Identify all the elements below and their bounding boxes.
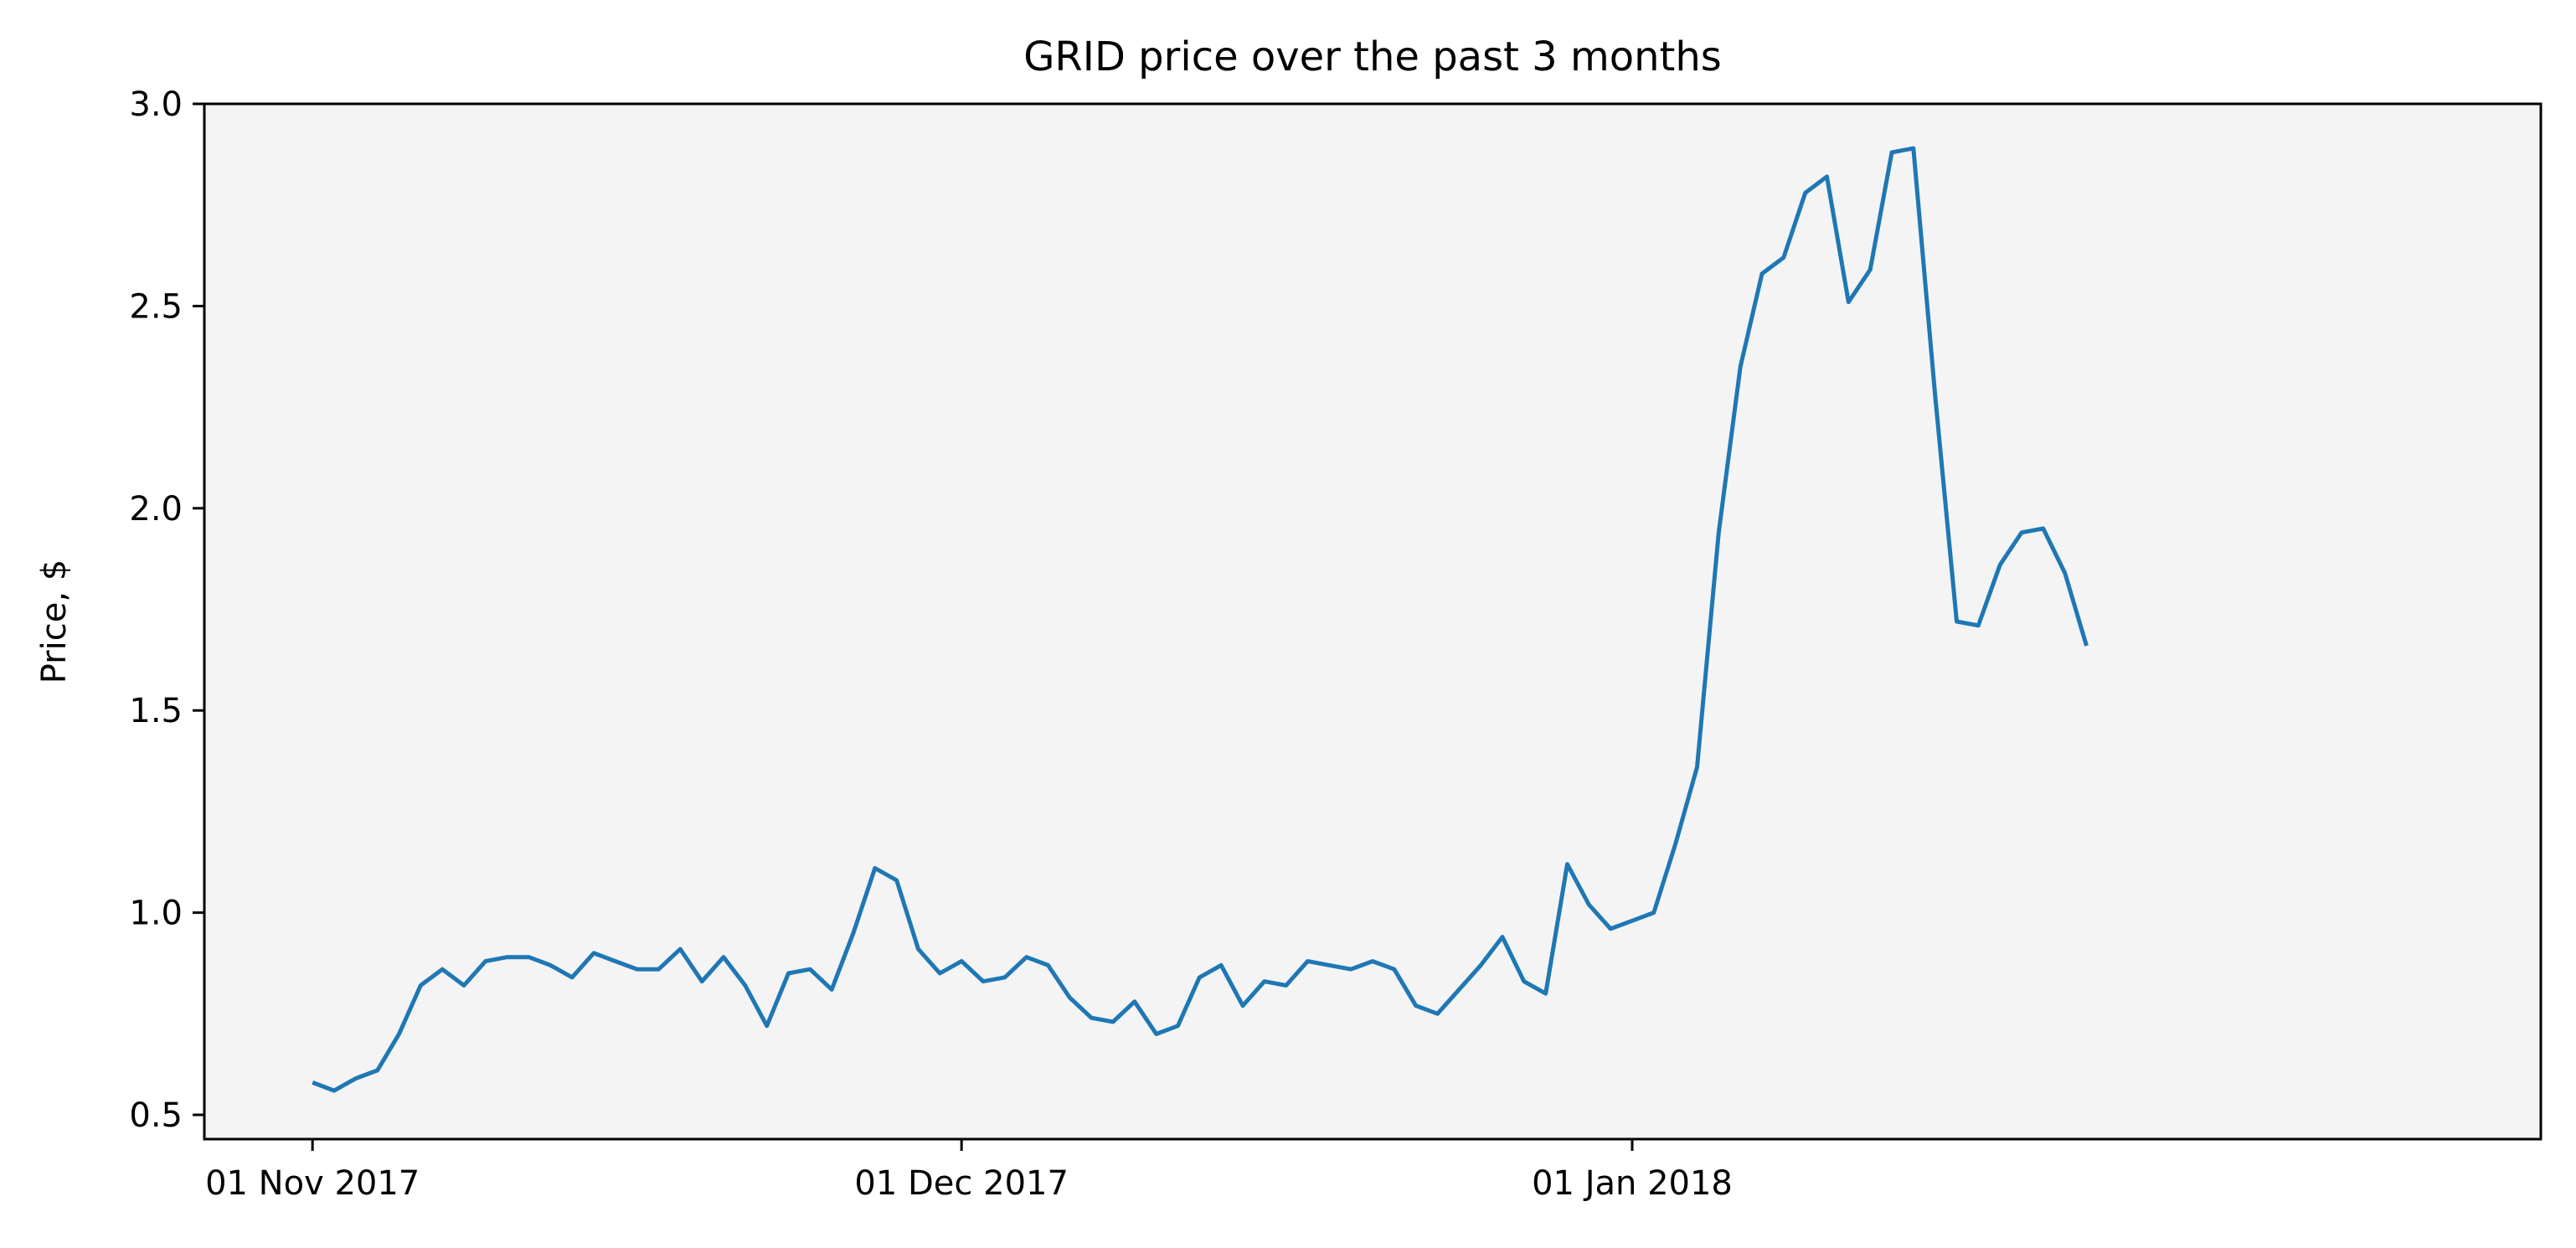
x-tick-label: 01 Jan 2018 — [1532, 1164, 1733, 1203]
y-axis: 0.5 1.0 1.5 2.0 2.5 3.0 — [129, 85, 204, 1135]
plot-area-background — [204, 104, 2541, 1139]
chart-title: GRID price over the past 3 months — [1023, 34, 1722, 80]
y-tick-label: 3.0 — [129, 85, 183, 124]
x-tick-label: 01 Dec 2017 — [854, 1164, 1069, 1203]
x-axis: 01 Nov 2017 01 Dec 2017 01 Jan 2018 — [205, 1139, 1733, 1203]
x-tick-label: 01 Nov 2017 — [205, 1164, 420, 1203]
y-tick-label: 2.5 — [129, 287, 183, 326]
y-tick-label: 1.5 — [129, 692, 183, 730]
y-tick-label: 0.5 — [129, 1096, 183, 1135]
plot-frame — [203, 102, 2543, 1141]
y-tick-label: 2.0 — [129, 490, 183, 529]
y-tick-label: 1.0 — [129, 895, 183, 933]
y-axis-label: Price, $ — [35, 560, 74, 683]
series-layer — [312, 146, 2089, 1093]
series-line-0 — [312, 146, 2089, 1093]
